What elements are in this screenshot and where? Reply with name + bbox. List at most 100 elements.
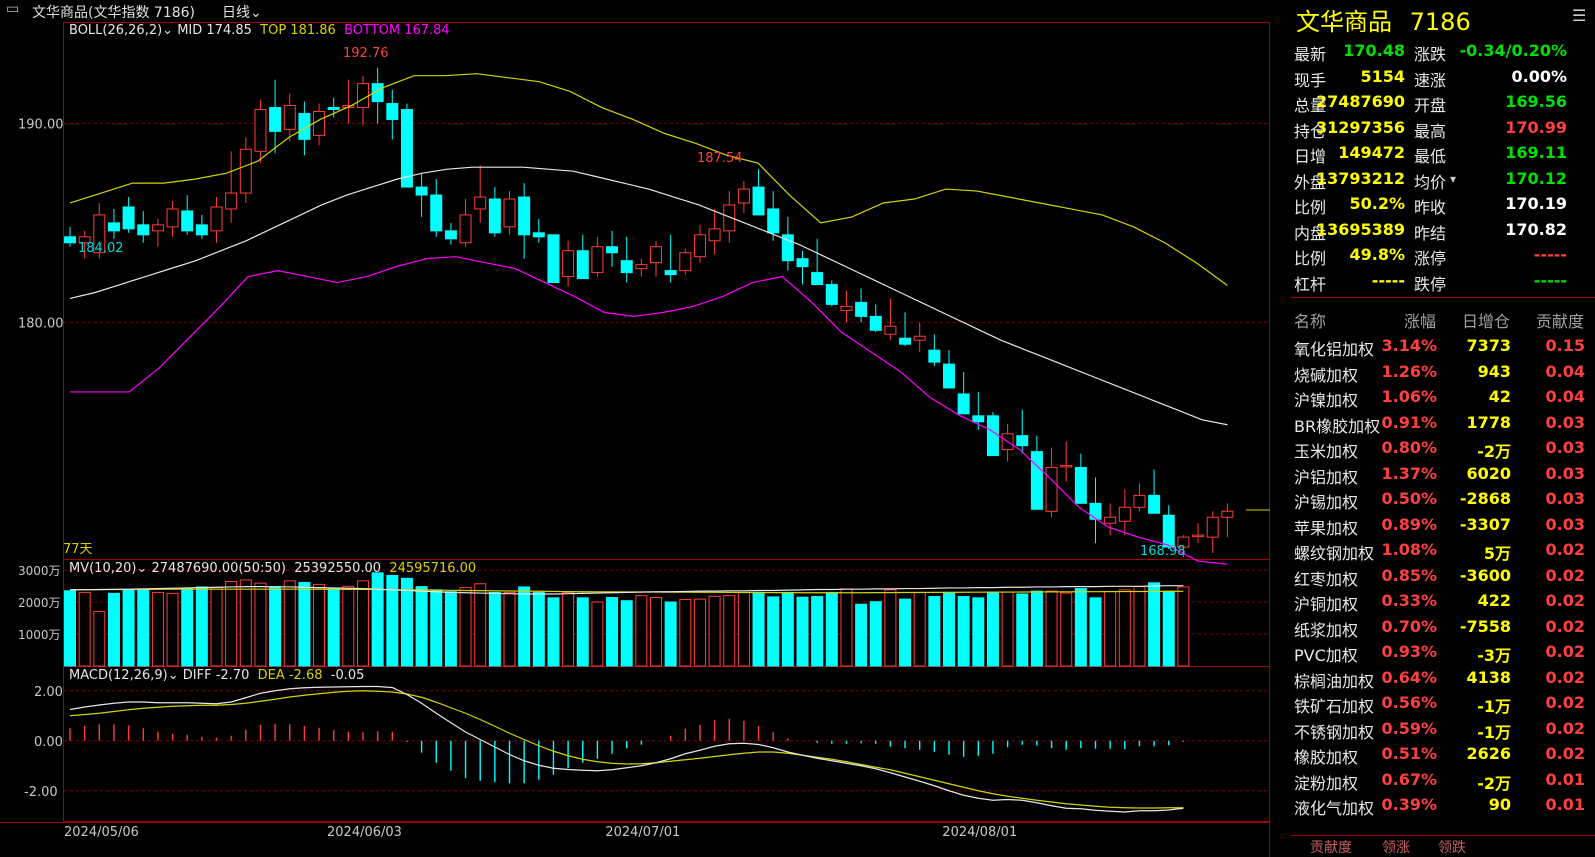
- quote-label: 涨跌: [1414, 45, 1447, 64]
- macd-header: MACD(12,26,9)⌄ DIFF -2.70 DEA -2.68 -0.0…: [69, 668, 364, 683]
- volume-bar: [972, 597, 985, 667]
- volume-bar: [166, 592, 179, 667]
- item-contribution: 0.02: [1545, 565, 1585, 585]
- list-item[interactable]: 玉米加权 0.80% -2万 0.03: [1290, 435, 1595, 461]
- list-item[interactable]: 淀粉加权 0.67% -2万 0.01: [1290, 767, 1595, 793]
- candle-down: [664, 270, 677, 276]
- list-item[interactable]: 橡胶加权 0.51% 2626 0.02: [1290, 741, 1595, 767]
- volume-bar: [1060, 592, 1073, 667]
- item-name: 沪铜加权: [1294, 595, 1359, 614]
- volume-bar: [1118, 589, 1131, 667]
- candle-up: [913, 335, 926, 341]
- diff-line: [69, 685, 1184, 813]
- item-oi-change: -3600: [1459, 565, 1511, 585]
- candle-down: [1162, 514, 1175, 548]
- panel-divider: [1290, 297, 1595, 298]
- period-label: 日线: [222, 5, 250, 21]
- quote-value: 50.2%: [1349, 194, 1405, 213]
- list-item[interactable]: 红枣加权 0.85% -3600 0.02: [1290, 563, 1595, 589]
- quote-value: -----: [1533, 270, 1567, 290]
- candle-down: [195, 224, 208, 236]
- volume-bar: [767, 596, 780, 667]
- candle-up: [93, 214, 106, 254]
- item-change: 1.06%: [1381, 387, 1437, 406]
- list-item[interactable]: 沪锡加权 0.50% -2868 0.03: [1290, 486, 1595, 512]
- volume-bar: [503, 591, 516, 667]
- header-oi[interactable]: 日增仓: [1462, 312, 1511, 331]
- date-tick-label: 2024/05/06: [64, 825, 139, 840]
- macd-dea: DEA -2.68: [257, 668, 323, 683]
- tab-contribution[interactable]: 贡献度: [1310, 840, 1352, 856]
- macd-pane-frame: [63, 666, 1270, 822]
- quote-label: 速涨: [1414, 70, 1447, 90]
- item-contribution: 0.15: [1545, 336, 1585, 355]
- quote-row: 最新 170.48 涨跌 -0.34/0.20%: [1290, 38, 1595, 64]
- list-item[interactable]: 烧碱加权 1.26% 943 0.04: [1290, 359, 1595, 385]
- boll-name[interactable]: BOLL(26,26,2): [69, 23, 163, 38]
- list-item[interactable]: 苹果加权 0.89% -3307 0.03: [1290, 512, 1595, 538]
- list-item[interactable]: 沪铝加权 1.37% 6020 0.03: [1290, 461, 1595, 487]
- item-contribution: 0.03: [1545, 514, 1585, 534]
- list-item[interactable]: 纸浆加权 0.70% -7558 0.02: [1290, 614, 1595, 640]
- list-item[interactable]: 不锈钢加权 0.59% -1万 0.02: [1290, 716, 1595, 742]
- volume-bar: [737, 591, 750, 667]
- item-change: 0.80%: [1381, 438, 1437, 457]
- quote-label: 最高: [1414, 121, 1447, 141]
- macd-name[interactable]: MACD(12,26,9): [69, 668, 168, 683]
- list-item[interactable]: 沪镍加权 1.06% 42 0.04: [1290, 384, 1595, 410]
- caret-down-icon[interactable]: ▾: [1450, 171, 1457, 186]
- chart-area[interactable]: 180.00 190.00 1000万 2000万 3000万 2.00 0.00 -2.00…: [0, 22, 1290, 857]
- quote-value: 5154: [1360, 66, 1405, 86]
- list-item[interactable]: PVC加权 0.93% -3万 0.02: [1290, 639, 1595, 665]
- item-oi-change: -2868: [1459, 489, 1511, 508]
- tab-leading-up[interactable]: 领涨: [1382, 840, 1410, 856]
- list-item[interactable]: 氧化铝加权 3.14% 7373 0.15: [1290, 333, 1595, 359]
- volume-tick-label: 2000万: [18, 596, 61, 610]
- candle-up: [884, 325, 897, 335]
- item-contribution: 0.03: [1545, 489, 1585, 508]
- item-change: 0.33%: [1381, 591, 1437, 610]
- candle-down: [928, 349, 941, 363]
- quote-value: 13793212: [1315, 168, 1405, 188]
- quote-value: 170.12: [1505, 168, 1567, 188]
- volume-bar: [1177, 586, 1190, 667]
- main-pane-frame: [63, 22, 1270, 560]
- volume-bar: [488, 591, 501, 667]
- candle-up: [708, 228, 721, 242]
- volume-bar: [796, 596, 809, 667]
- item-change: 0.91%: [1381, 412, 1437, 432]
- header-contrib[interactable]: 贡献度: [1536, 312, 1585, 331]
- list-item[interactable]: 螺纹钢加权 1.08% 5万 0.02: [1290, 537, 1595, 563]
- list-item[interactable]: 铁矿石加权 0.56% -1万 0.02: [1290, 690, 1595, 716]
- quote-label: 昨收: [1414, 198, 1447, 217]
- header-name[interactable]: 名称: [1294, 312, 1327, 331]
- volume-bar: [752, 591, 765, 667]
- item-oi-change: -1万: [1477, 697, 1511, 716]
- item-contribution: 0.01: [1545, 795, 1585, 814]
- list-item[interactable]: BR橡胶加权 0.91% 1778 0.03: [1290, 410, 1595, 436]
- candle-up: [562, 250, 575, 278]
- tab-leading-down[interactable]: 领跌: [1438, 840, 1466, 856]
- item-contribution: 0.03: [1545, 412, 1585, 432]
- quote-row: 外盘 13793212 均价 ▾ 170.12: [1290, 166, 1595, 192]
- candle-down: [488, 198, 501, 234]
- quote-label: 涨停: [1414, 249, 1447, 268]
- candle-up: [591, 246, 604, 274]
- candle-down: [1089, 502, 1102, 520]
- volume-bar: [386, 574, 399, 667]
- item-contribution: 0.04: [1545, 387, 1585, 406]
- list-item[interactable]: 液化气加权 0.39% 90 0.01: [1290, 792, 1595, 818]
- menu-icon[interactable]: ☰: [1572, 6, 1587, 25]
- volume-tick-label: 1000万: [18, 628, 61, 642]
- period-selector[interactable]: 日线⌄: [222, 2, 262, 22]
- list-item[interactable]: 沪铜加权 0.33% 422 0.02: [1290, 588, 1595, 614]
- candle-up: [225, 192, 238, 210]
- item-change: 3.14%: [1381, 336, 1437, 355]
- volume-bar: [181, 587, 194, 667]
- list-item[interactable]: 棕榈油加权 0.64% 4138 0.02: [1290, 665, 1595, 691]
- item-contribution: 0.02: [1545, 693, 1585, 712]
- mv-name[interactable]: MV(10,20): [69, 561, 137, 576]
- item-change: 0.59%: [1381, 718, 1437, 738]
- candle-up: [1045, 467, 1058, 512]
- header-change[interactable]: 涨幅: [1404, 312, 1437, 331]
